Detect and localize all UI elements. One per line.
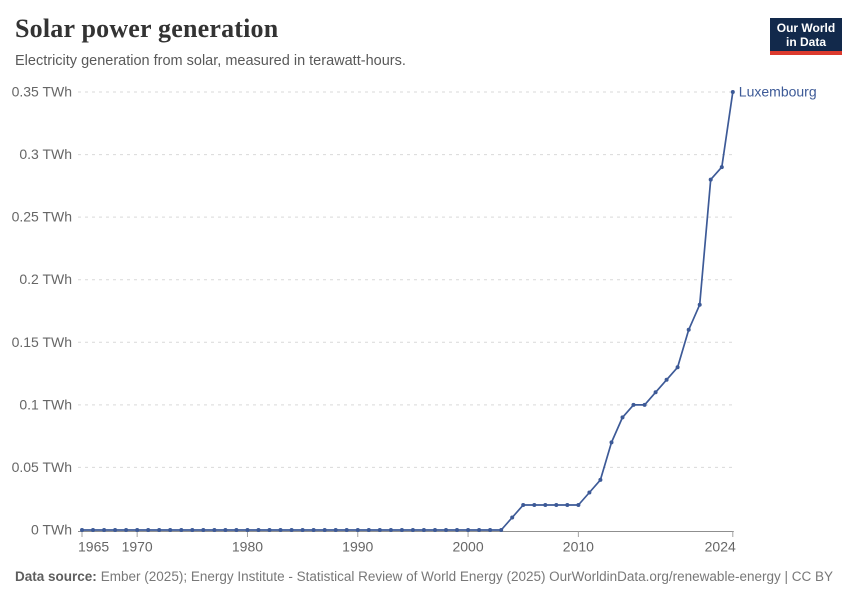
y-axis-tick-label: 0.3 TWh	[19, 146, 72, 162]
data-point[interactable]	[366, 528, 371, 532]
y-axis-tick-label: 0.2 TWh	[19, 271, 72, 287]
x-axis-tick-label: 2010	[563, 539, 594, 555]
data-point[interactable]	[256, 528, 261, 532]
data-point[interactable]	[664, 377, 669, 382]
data-source-label: Data source:	[15, 569, 97, 584]
data-point[interactable]	[300, 528, 305, 532]
data-point[interactable]	[466, 528, 471, 532]
data-point[interactable]	[708, 177, 713, 182]
data-point[interactable]	[675, 365, 680, 370]
data-point[interactable]	[311, 528, 316, 532]
data-point[interactable]	[289, 528, 294, 532]
y-axis-tick-label: 0.25 TWh	[12, 209, 72, 225]
data-point[interactable]	[631, 402, 636, 407]
chart-subtitle: Electricity generation from solar, measu…	[15, 53, 406, 69]
data-point[interactable]	[355, 528, 360, 532]
chart-title: Solar power generation	[15, 14, 279, 43]
data-point[interactable]	[124, 528, 129, 532]
y-axis-tick-label: 0 TWh	[31, 522, 72, 538]
entity-label[interactable]: Luxembourg	[739, 84, 817, 100]
data-point[interactable]	[565, 503, 570, 507]
data-point[interactable]	[113, 528, 118, 532]
data-point[interactable]	[543, 503, 548, 507]
data-point[interactable]	[576, 503, 581, 507]
data-point[interactable]	[377, 528, 382, 532]
data-point[interactable]	[245, 528, 250, 532]
owid-url-link[interactable]: OurWorldinData.org/renewable-energy | CC…	[549, 569, 833, 584]
data-point[interactable]	[477, 528, 482, 532]
x-axis-tick-label: 1970	[122, 539, 153, 555]
data-point[interactable]	[322, 528, 327, 532]
data-point[interactable]	[433, 528, 437, 532]
data-point[interactable]	[201, 528, 206, 532]
data-point[interactable]	[499, 528, 504, 532]
data-point[interactable]	[410, 528, 415, 532]
y-axis-tick-label: 0.05 TWh	[12, 459, 72, 475]
owid-logo-line1: Our World	[776, 21, 836, 35]
data-point[interactable]	[653, 390, 658, 395]
y-axis-tick-label: 0.1 TWh	[19, 396, 72, 412]
data-point[interactable]	[532, 503, 537, 507]
x-axis-tick-label: 1980	[232, 539, 263, 555]
data-point[interactable]	[444, 528, 448, 532]
data-point[interactable]	[388, 528, 393, 532]
data-point[interactable]	[278, 528, 283, 532]
line-series-luxembourg[interactable]: Luxembourg	[80, 84, 817, 533]
data-point[interactable]	[157, 528, 162, 532]
data-point[interactable]	[730, 90, 735, 94]
data-point[interactable]	[587, 490, 592, 495]
data-source-text: Ember (2025); Energy Institute - Statist…	[100, 569, 546, 584]
data-point[interactable]	[344, 528, 349, 532]
data-point[interactable]	[91, 528, 95, 532]
owid-logo-line2: in Data	[785, 35, 826, 49]
data-point[interactable]	[620, 415, 625, 420]
data-point[interactable]	[234, 528, 239, 532]
data-point[interactable]	[399, 528, 404, 532]
data-point[interactable]	[80, 528, 84, 532]
data-point[interactable]	[455, 528, 459, 532]
data-point[interactable]	[267, 528, 272, 532]
data-point[interactable]	[510, 515, 515, 520]
data-point[interactable]	[521, 503, 526, 507]
data-point[interactable]	[223, 528, 228, 532]
data-point[interactable]	[333, 528, 338, 532]
data-point[interactable]	[146, 528, 151, 532]
data-point[interactable]	[719, 165, 724, 170]
data-point[interactable]	[554, 503, 559, 507]
data-point[interactable]	[102, 528, 107, 532]
data-point[interactable]	[642, 402, 647, 407]
data-point[interactable]	[421, 528, 426, 532]
data-point[interactable]	[212, 528, 217, 532]
data-point[interactable]	[609, 440, 614, 445]
data-point[interactable]	[488, 528, 493, 532]
x-axis-tick-label: 1965	[78, 539, 109, 555]
owid-logo[interactable]: Our World in Data	[770, 18, 842, 55]
data-point[interactable]	[598, 477, 603, 482]
data-point[interactable]	[697, 302, 702, 307]
y-axis-tick-label: 0.35 TWh	[12, 84, 72, 100]
y-axis-tick-label: 0.15 TWh	[12, 334, 72, 350]
data-point[interactable]	[190, 528, 195, 532]
x-axis-tick-label: 1990	[342, 539, 373, 555]
data-point[interactable]	[179, 528, 184, 532]
series-line[interactable]	[82, 91, 734, 531]
data-point[interactable]	[168, 528, 173, 532]
x-axis-tick-label: 2024	[705, 539, 736, 555]
chart-footer: Data source: Ember (2025); Energy Institu…	[15, 569, 835, 584]
x-axis-tick-label: 2000	[452, 539, 483, 555]
data-point[interactable]	[686, 327, 691, 332]
data-point[interactable]	[135, 528, 140, 532]
